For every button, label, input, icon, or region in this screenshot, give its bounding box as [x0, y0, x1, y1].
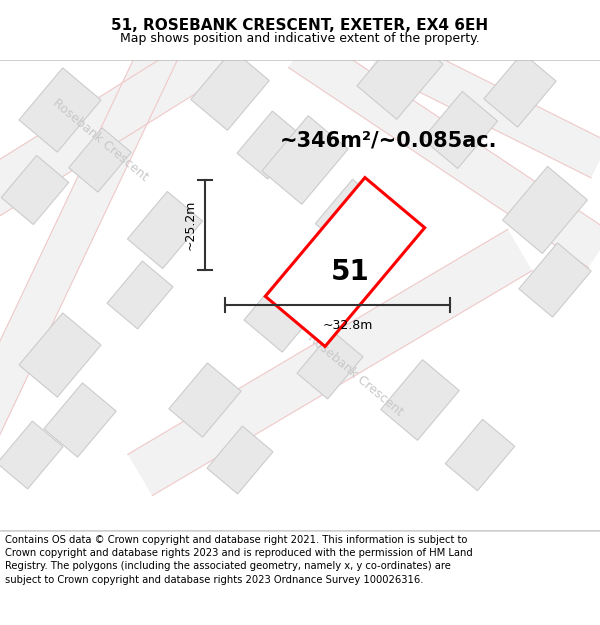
- Text: ~346m²/~0.085ac.: ~346m²/~0.085ac.: [280, 130, 497, 150]
- Polygon shape: [315, 179, 385, 251]
- Polygon shape: [371, 32, 600, 178]
- Polygon shape: [1, 156, 69, 224]
- Text: ~32.8m: ~32.8m: [322, 319, 373, 332]
- Polygon shape: [19, 68, 101, 152]
- Polygon shape: [262, 116, 348, 204]
- Polygon shape: [207, 426, 273, 494]
- Polygon shape: [127, 191, 203, 269]
- Text: Rosebank Crescent: Rosebank Crescent: [50, 96, 150, 184]
- Text: Contains OS data © Crown copyright and database right 2021. This information is : Contains OS data © Crown copyright and d…: [5, 535, 473, 584]
- Polygon shape: [0, 29, 233, 221]
- Polygon shape: [44, 383, 116, 457]
- Polygon shape: [169, 363, 241, 437]
- Text: 51, ROSEBANK CRESCENT, EXETER, EX4 6EH: 51, ROSEBANK CRESCENT, EXETER, EX4 6EH: [112, 18, 488, 33]
- Text: ~25.2m: ~25.2m: [184, 200, 197, 250]
- Polygon shape: [357, 31, 443, 119]
- Polygon shape: [484, 53, 556, 127]
- Polygon shape: [503, 166, 587, 254]
- Text: Map shows position and indicative extent of the property.: Map shows position and indicative extent…: [120, 32, 480, 45]
- Polygon shape: [19, 313, 101, 397]
- Polygon shape: [445, 419, 515, 491]
- Polygon shape: [237, 111, 303, 179]
- Polygon shape: [191, 49, 269, 131]
- Polygon shape: [297, 331, 363, 399]
- Polygon shape: [381, 359, 459, 441]
- Polygon shape: [244, 268, 326, 352]
- Polygon shape: [69, 128, 131, 192]
- Polygon shape: [422, 91, 497, 169]
- Polygon shape: [128, 229, 532, 496]
- Polygon shape: [107, 261, 173, 329]
- Polygon shape: [265, 177, 425, 346]
- Text: Rosebank Crescent: Rosebank Crescent: [305, 331, 405, 419]
- Polygon shape: [289, 32, 600, 268]
- Text: 51: 51: [331, 258, 370, 286]
- Polygon shape: [519, 243, 591, 317]
- Polygon shape: [0, 421, 63, 489]
- Polygon shape: [0, 41, 178, 439]
